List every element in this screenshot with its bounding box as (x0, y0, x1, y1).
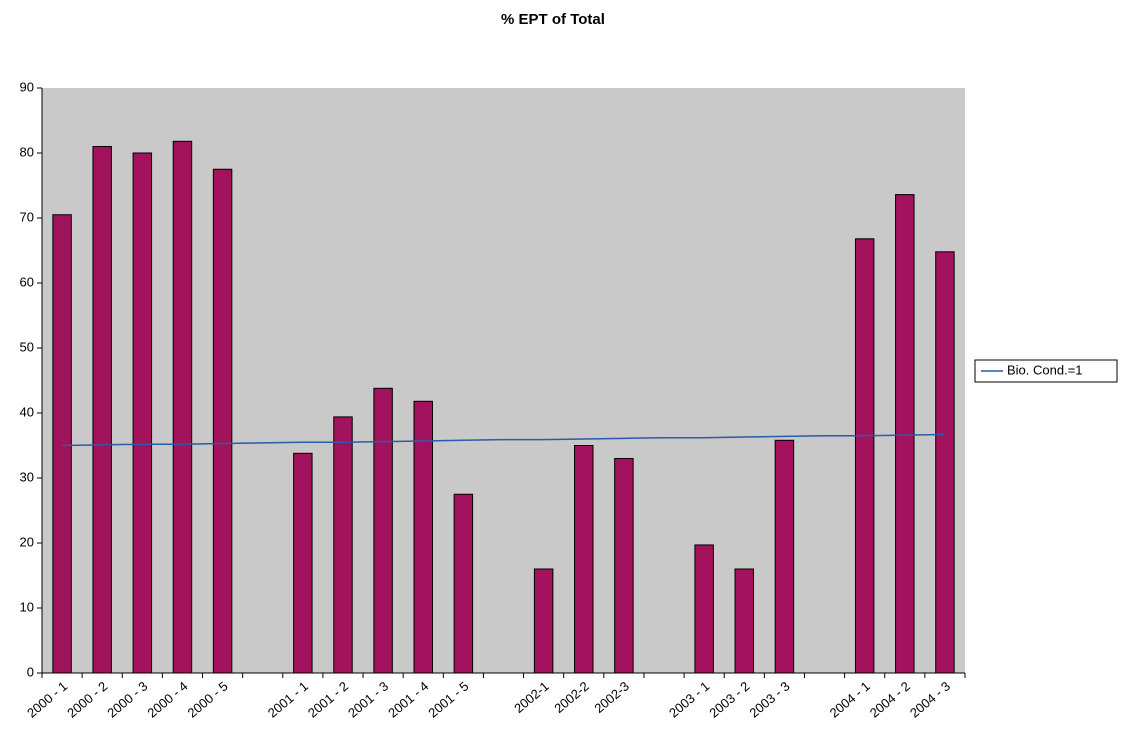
legend-label: Bio. Cond.=1 (1007, 362, 1083, 377)
plot-area (42, 88, 965, 673)
bar (52, 214, 72, 674)
bar (694, 544, 714, 674)
bar (574, 445, 594, 674)
x-tick-label: 2001 - 5 (425, 678, 471, 720)
y-tick-label: 0 (27, 664, 34, 679)
y-tick-label: 50 (20, 339, 34, 354)
x-tick-label: 2003 - 1 (666, 678, 712, 720)
x-tick-label: 2003 - 3 (746, 678, 792, 720)
x-tick-label: 2000 - 3 (104, 678, 150, 720)
x-tick-label: 2001 - 2 (305, 678, 351, 720)
y-tick-label: 40 (20, 404, 34, 419)
x-tick-label: 2004 - 1 (827, 678, 873, 720)
bar (533, 568, 554, 674)
bar (774, 439, 795, 674)
bar (92, 146, 112, 674)
bar (895, 194, 915, 674)
bar (734, 568, 755, 674)
x-tick-label: 2002-3 (591, 678, 632, 716)
line (62, 433, 945, 447)
bar (333, 416, 353, 674)
x-tick-label: 2001 - 3 (345, 678, 391, 720)
x-tick-label: 2002-1 (511, 678, 552, 716)
bar (453, 493, 474, 674)
bar (172, 140, 193, 674)
x-tick-label: 2000 - 5 (185, 678, 231, 720)
bar (413, 400, 433, 674)
bar (293, 452, 313, 674)
x-tick-label: 2004 - 2 (867, 678, 913, 720)
y-tick-label: 10 (20, 599, 34, 614)
y-tick-label: 60 (20, 274, 34, 289)
x-tick-label: 2000 - 4 (144, 678, 190, 720)
bar (614, 458, 634, 674)
y-tick-label: 70 (20, 209, 34, 224)
y-tick-label: 30 (20, 469, 34, 484)
x-tick-label: 2003 - 2 (706, 678, 752, 720)
x-tick-label: 2002-2 (551, 678, 592, 716)
x-tick-label: 2001 - 1 (265, 678, 311, 720)
x-tick-label: 2000 - 1 (24, 678, 70, 720)
bar (373, 387, 393, 674)
x-tick-label: 2001 - 4 (385, 678, 431, 720)
bar (212, 168, 233, 674)
bar (854, 238, 875, 674)
chart-title: % EPT of Total (501, 11, 605, 28)
bar (132, 152, 153, 674)
x-tick-label: 2004 - 3 (907, 678, 953, 720)
legend (974, 359, 1118, 383)
y-tick-label: 20 (20, 534, 34, 549)
bar (935, 251, 955, 674)
x-tick-label: 2000 - 2 (64, 678, 110, 720)
y-tick-label: 80 (20, 144, 34, 159)
y-tick-label: 90 (20, 79, 34, 94)
